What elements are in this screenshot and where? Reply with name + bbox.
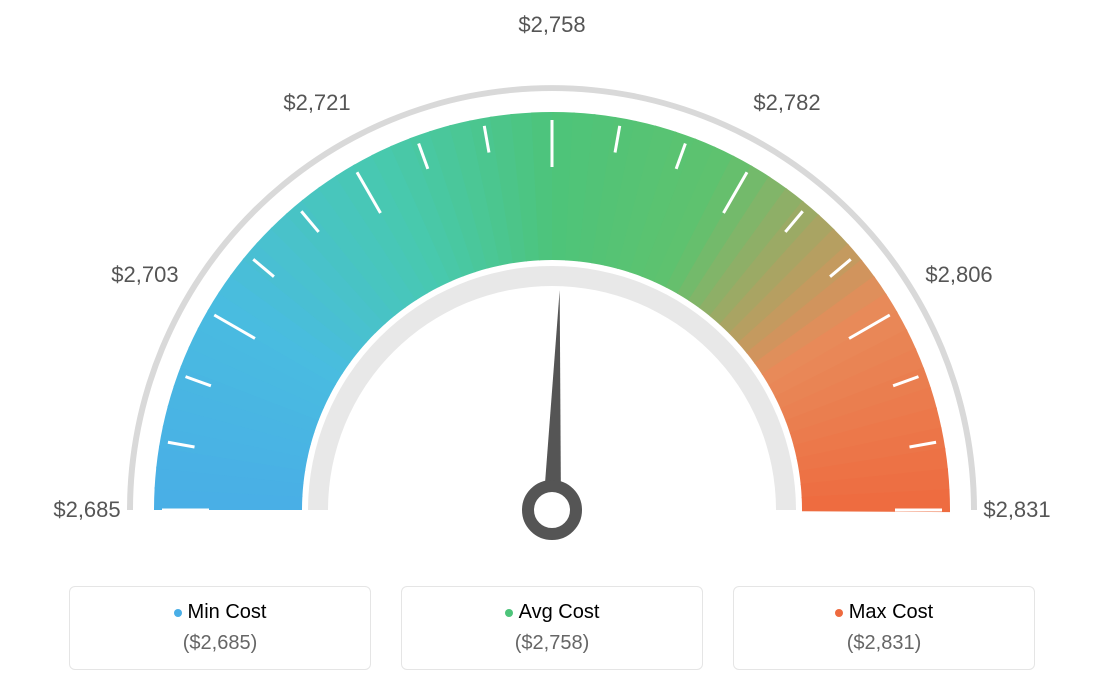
legend-card-max: Max Cost ($2,831) [733, 586, 1035, 670]
gauge-tick-label: $2,831 [983, 497, 1050, 523]
legend-value-max: ($2,831) [734, 632, 1034, 655]
gauge-tick-label: $2,685 [53, 497, 120, 523]
legend-dot-max [835, 609, 843, 617]
gauge-tick-label: $2,758 [518, 12, 585, 38]
legend-title-avg: Avg Cost [402, 601, 702, 624]
legend-dot-min [174, 609, 182, 617]
legend-label-max: Max Cost [849, 601, 933, 623]
legend-card-avg: Avg Cost ($2,758) [401, 586, 703, 670]
gauge-tick-label: $2,721 [283, 90, 350, 116]
legend-label-avg: Avg Cost [519, 601, 600, 623]
legend-title-max: Max Cost [734, 601, 1034, 624]
legend-row: Min Cost ($2,685) Avg Cost ($2,758) Max … [0, 586, 1104, 670]
legend-value-min: ($2,685) [70, 632, 370, 655]
gauge-tick-label: $2,806 [925, 262, 992, 288]
gauge-chart: $2,685 $2,703 $2,721 $2,758 $2,782 $2,806 $2,8… [0, 0, 1104, 560]
legend-card-min: Min Cost ($2,685) [69, 586, 371, 670]
cost-gauge-container: $2,685 $2,703 $2,721 $2,758 $2,782 $2,806 $2,8… [0, 0, 1104, 690]
gauge-tick-label: $2,703 [111, 262, 178, 288]
legend-value-avg: ($2,758) [402, 632, 702, 655]
gauge-tick-label: $2,782 [753, 90, 820, 116]
legend-dot-avg [505, 609, 513, 617]
legend-label-min: Min Cost [188, 601, 267, 623]
legend-title-min: Min Cost [70, 601, 370, 624]
